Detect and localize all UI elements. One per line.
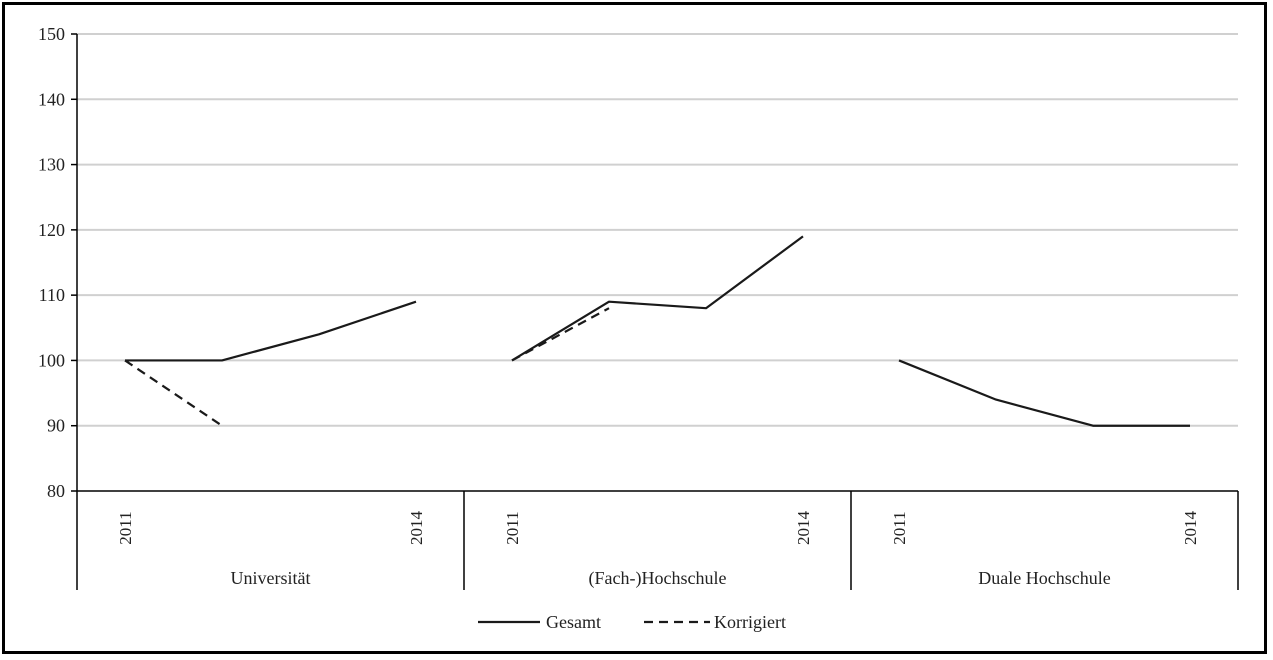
legend-label-gesamt: Gesamt — [546, 612, 601, 632]
series-line-korrigiert-g1 — [124, 359, 223, 427]
series-line-gesamt-g2 — [511, 235, 804, 362]
group-label-3: Duale Hochschule — [978, 568, 1110, 588]
y-tick-label-140: 140 — [38, 89, 65, 109]
y-tick-label-130: 130 — [38, 155, 65, 175]
y-tick-label-150: 150 — [38, 24, 65, 44]
x-tick-label-g2-2011: 2011 — [503, 511, 522, 544]
series-line-korrigiert-g2 — [511, 307, 610, 362]
x-tick-label-g3-2011: 2011 — [890, 511, 909, 544]
x-tick-label-g3-2014: 2014 — [1181, 511, 1200, 546]
series-line-gesamt-g3 — [898, 359, 1190, 427]
y-tick-label-80: 80 — [47, 481, 65, 501]
x-tick-label-g1-2014: 2014 — [407, 511, 426, 546]
legend-label-korrigiert: Korrigiert — [714, 612, 786, 632]
series-line-gesamt-g1 — [125, 300, 417, 362]
y-tick-label-90: 90 — [47, 416, 65, 436]
group-label-1: Universität — [231, 568, 311, 588]
x-tick-label-g1-2011: 2011 — [116, 511, 135, 544]
x-tick-label-g2-2014: 2014 — [794, 511, 813, 546]
group-label-2: (Fach-)Hochschule — [589, 568, 727, 589]
y-tick-label-110: 110 — [39, 285, 65, 305]
y-tick-label-120: 120 — [38, 220, 65, 240]
y-tick-label-100: 100 — [38, 350, 65, 370]
